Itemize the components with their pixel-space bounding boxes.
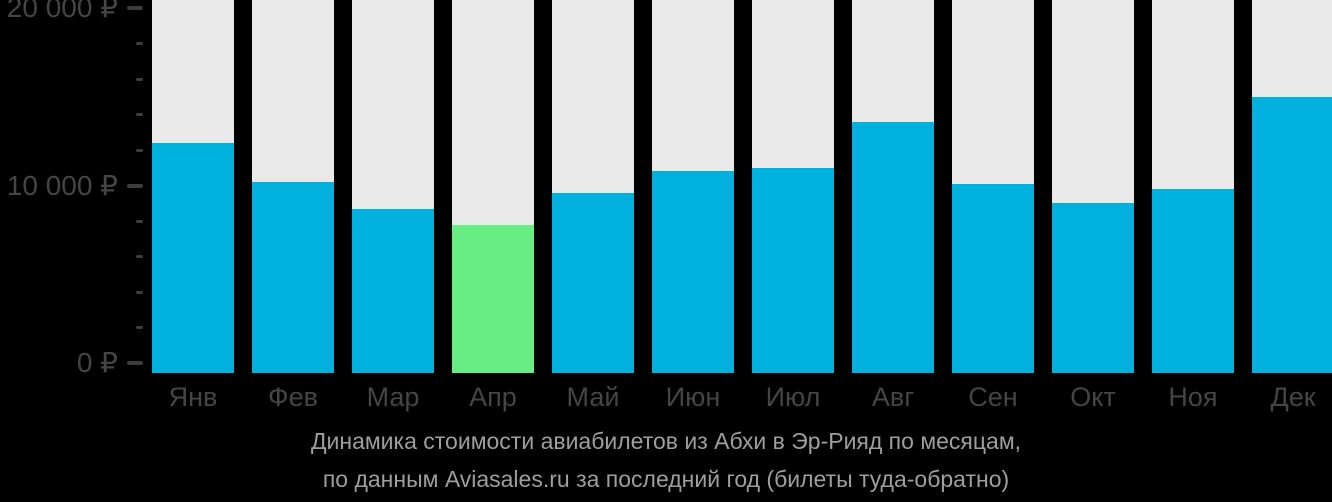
y-axis-minor-tick	[136, 148, 143, 152]
y-axis-major-tick	[127, 6, 143, 10]
plot-area: 0 ₽ 10 000 ₽ 20 000 ₽ Янв Фев Мар Апр Май Июн Ию…	[6, 0, 1332, 412]
y-axis-minor-tick	[136, 113, 143, 116]
chart-title: Динамика стоимости авиабилетов из Абхи в…	[310, 428, 1022, 454]
x-axis-label: Апр	[469, 382, 517, 412]
x-axis-label: Фев	[268, 382, 318, 412]
y-axis-minor-tick	[136, 77, 143, 81]
x-axis-label: Сен	[968, 382, 1018, 412]
x-axis-label: Ноя	[1168, 382, 1218, 412]
y-axis-minor-tick	[136, 255, 143, 258]
bar-июн[interactable]	[652, 171, 734, 373]
bar-апр[interactable]	[452, 225, 534, 373]
bar-авг[interactable]	[852, 122, 934, 373]
bar-янв[interactable]	[152, 143, 234, 373]
y-axis-label: 10 000 ₽	[6, 169, 118, 201]
bar-мар[interactable]	[352, 209, 434, 373]
y-axis-major-tick	[127, 361, 143, 365]
x-axis-label: Дек	[1270, 382, 1316, 412]
bar-окт[interactable]	[1052, 203, 1134, 373]
y-axis-major-tick	[127, 183, 143, 188]
bar-дек[interactable]	[1252, 97, 1332, 373]
y-axis-minor-tick	[136, 42, 143, 45]
bar-сен[interactable]	[952, 184, 1034, 373]
x-axis-label: Янв	[168, 382, 218, 412]
bar-июл[interactable]	[752, 168, 834, 373]
bar-ноя[interactable]	[1152, 189, 1234, 373]
x-axis-label: Мар	[366, 382, 420, 412]
x-axis-label: Авг	[871, 382, 915, 412]
bar-фев[interactable]	[252, 182, 334, 373]
x-axis-label: Июн	[665, 382, 721, 412]
bar-май[interactable]	[552, 193, 634, 373]
y-axis-minor-tick	[136, 219, 143, 223]
y-axis-label: 0 ₽	[76, 347, 118, 378]
y-axis-minor-tick	[136, 290, 143, 294]
x-axis-label: Май	[566, 382, 620, 412]
y-axis-label: 20 000 ₽	[6, 0, 118, 23]
y-axis-minor-tick	[136, 326, 143, 329]
chart-subtitle: по данным Aviasales.ru за последний год …	[322, 466, 1010, 492]
x-axis-label: Окт	[1070, 382, 1116, 412]
x-axis-label: Июл	[765, 382, 821, 412]
